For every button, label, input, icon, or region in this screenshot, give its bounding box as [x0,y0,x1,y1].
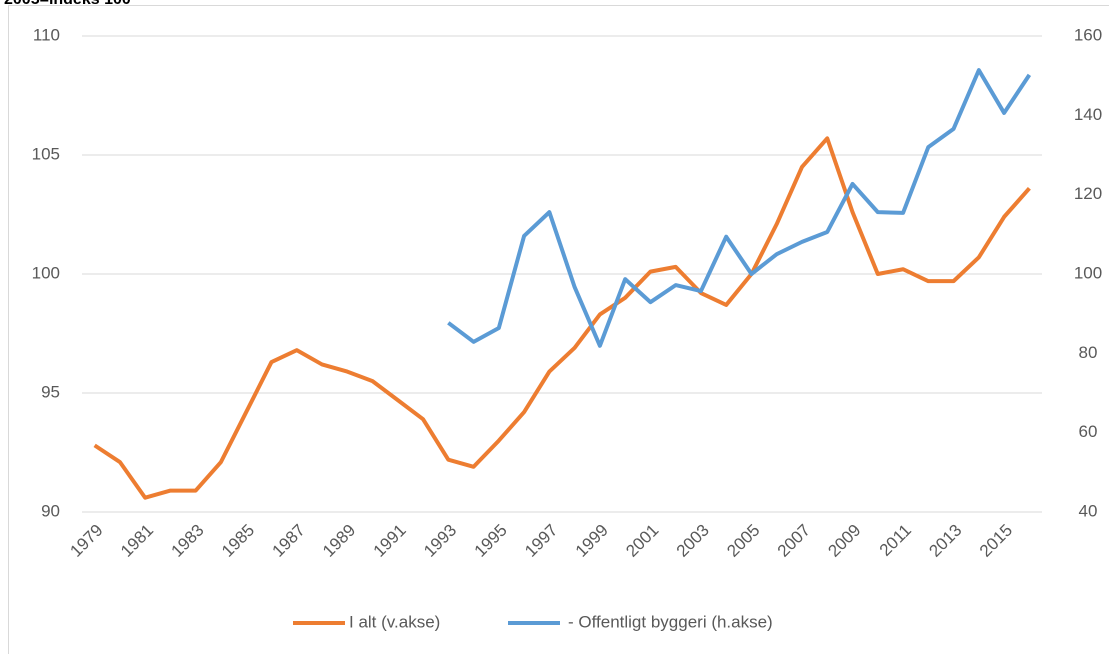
x-tick-label: 1991 [370,521,410,561]
x-tick-label: 2011 [876,521,915,560]
x-tick-label: 1999 [572,521,612,561]
x-tick-label: 2001 [622,521,662,561]
y-tick-label: 100 [32,263,60,282]
legend-label: - Offentligt byggeri (h.akse) [568,612,773,631]
x-tick-label: 1997 [521,521,561,561]
x-tick-label: 1987 [269,521,309,561]
x-tick-label: 2007 [774,521,814,561]
x-tick-label: 2013 [925,521,965,561]
x-tick-label: 1979 [66,521,106,561]
y-tick-label: 95 [41,382,60,401]
chart-title: 2005=indeks 100 [4,0,131,8]
y2-tick-label: 140 [1074,105,1102,124]
x-tick-label: 1983 [168,521,208,561]
x-tick-label: 1989 [319,521,359,561]
series-line [95,138,1030,497]
y2-tick-label: 80 [1079,343,1098,362]
x-tick-label: 2015 [976,521,1016,561]
x-tick-label: 2009 [824,521,864,561]
x-tick-label: 1981 [117,521,157,561]
x-tick-label: 2003 [673,521,713,561]
y-tick-label: 105 [32,144,60,163]
x-tick-label: 1985 [218,521,258,561]
legend-label: I alt (v.akse) [349,612,440,631]
y-tick-label: 90 [41,501,60,520]
x-tick-label: 2005 [723,521,763,561]
y2-tick-label: 60 [1079,422,1098,441]
x-tick-label: 1993 [420,521,460,561]
y2-tick-label: 100 [1074,263,1102,282]
series-line [448,70,1029,346]
y2-tick-label: 120 [1074,184,1102,203]
chart-frame [9,6,1109,655]
y-tick-label: 110 [33,25,60,44]
x-tick-label: 1995 [471,521,511,561]
y2-tick-label: 160 [1074,25,1102,44]
y2-tick-label: 40 [1079,501,1098,520]
